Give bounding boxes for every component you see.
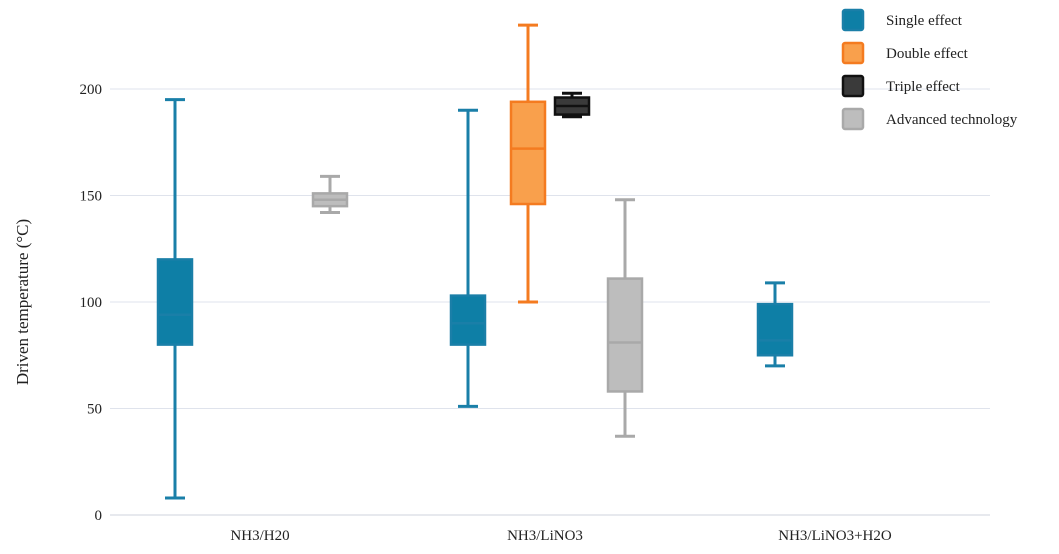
iqr-box xyxy=(449,294,487,346)
legend-label: Advanced technology xyxy=(886,112,1018,128)
legend-swatch xyxy=(841,107,865,131)
y-tick-label: 200 xyxy=(80,82,103,98)
y-tick-label: 100 xyxy=(80,295,103,311)
x-category-label: NH3/LiNO3+H2O xyxy=(778,528,892,544)
boxes xyxy=(156,23,794,500)
y-axis-title: Driven temperature (°C) xyxy=(13,219,32,385)
box-advanced-technology xyxy=(606,198,644,438)
y-tick-label: 0 xyxy=(95,508,103,524)
legend-swatch xyxy=(841,74,865,98)
y-tick-label: 50 xyxy=(87,402,102,418)
box-single-effect xyxy=(156,98,194,500)
legend: Single effect Double effect Triple effect A… xyxy=(841,8,1018,131)
box-single-effect xyxy=(449,108,487,408)
legend-swatch xyxy=(841,8,865,32)
box-advanced-technology xyxy=(311,174,349,215)
box-single-effect xyxy=(756,281,794,368)
legend-label: Triple effect xyxy=(886,79,961,95)
y-tick-label: 150 xyxy=(80,189,103,205)
gridlines xyxy=(110,88,990,516)
iqr-box xyxy=(756,302,794,357)
iqr-box xyxy=(606,277,644,393)
box-triple-effect xyxy=(553,91,591,119)
legend-swatch xyxy=(841,41,865,65)
iqr-box xyxy=(509,100,547,206)
box-double-effect xyxy=(509,23,547,304)
x-category-label: NH3/LiNO3 xyxy=(507,528,583,544)
legend-label: Double effect xyxy=(886,46,969,62)
legend-label: Single effect xyxy=(886,13,963,29)
iqr-box xyxy=(156,258,194,346)
axes: 0 50 100 150 200 NH3/H20 NH3/LiNO3 NH3/LiNO3+H2… xyxy=(80,82,892,544)
x-category-label: NH3/H20 xyxy=(230,528,289,544)
